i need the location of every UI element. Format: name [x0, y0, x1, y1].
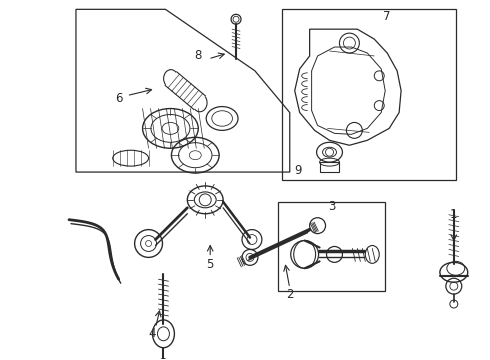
Text: 2: 2 — [286, 288, 294, 301]
Text: 8: 8 — [195, 49, 202, 63]
Text: 5: 5 — [206, 258, 214, 271]
Text: 4: 4 — [149, 327, 156, 340]
Text: 6: 6 — [115, 92, 122, 105]
Text: 3: 3 — [328, 200, 335, 213]
Bar — [282, 9, 456, 180]
Bar — [319, 162, 340, 172]
Text: 9: 9 — [294, 163, 301, 176]
Text: 7: 7 — [384, 10, 391, 23]
Text: 1: 1 — [450, 208, 458, 221]
Bar — [278, 202, 385, 291]
